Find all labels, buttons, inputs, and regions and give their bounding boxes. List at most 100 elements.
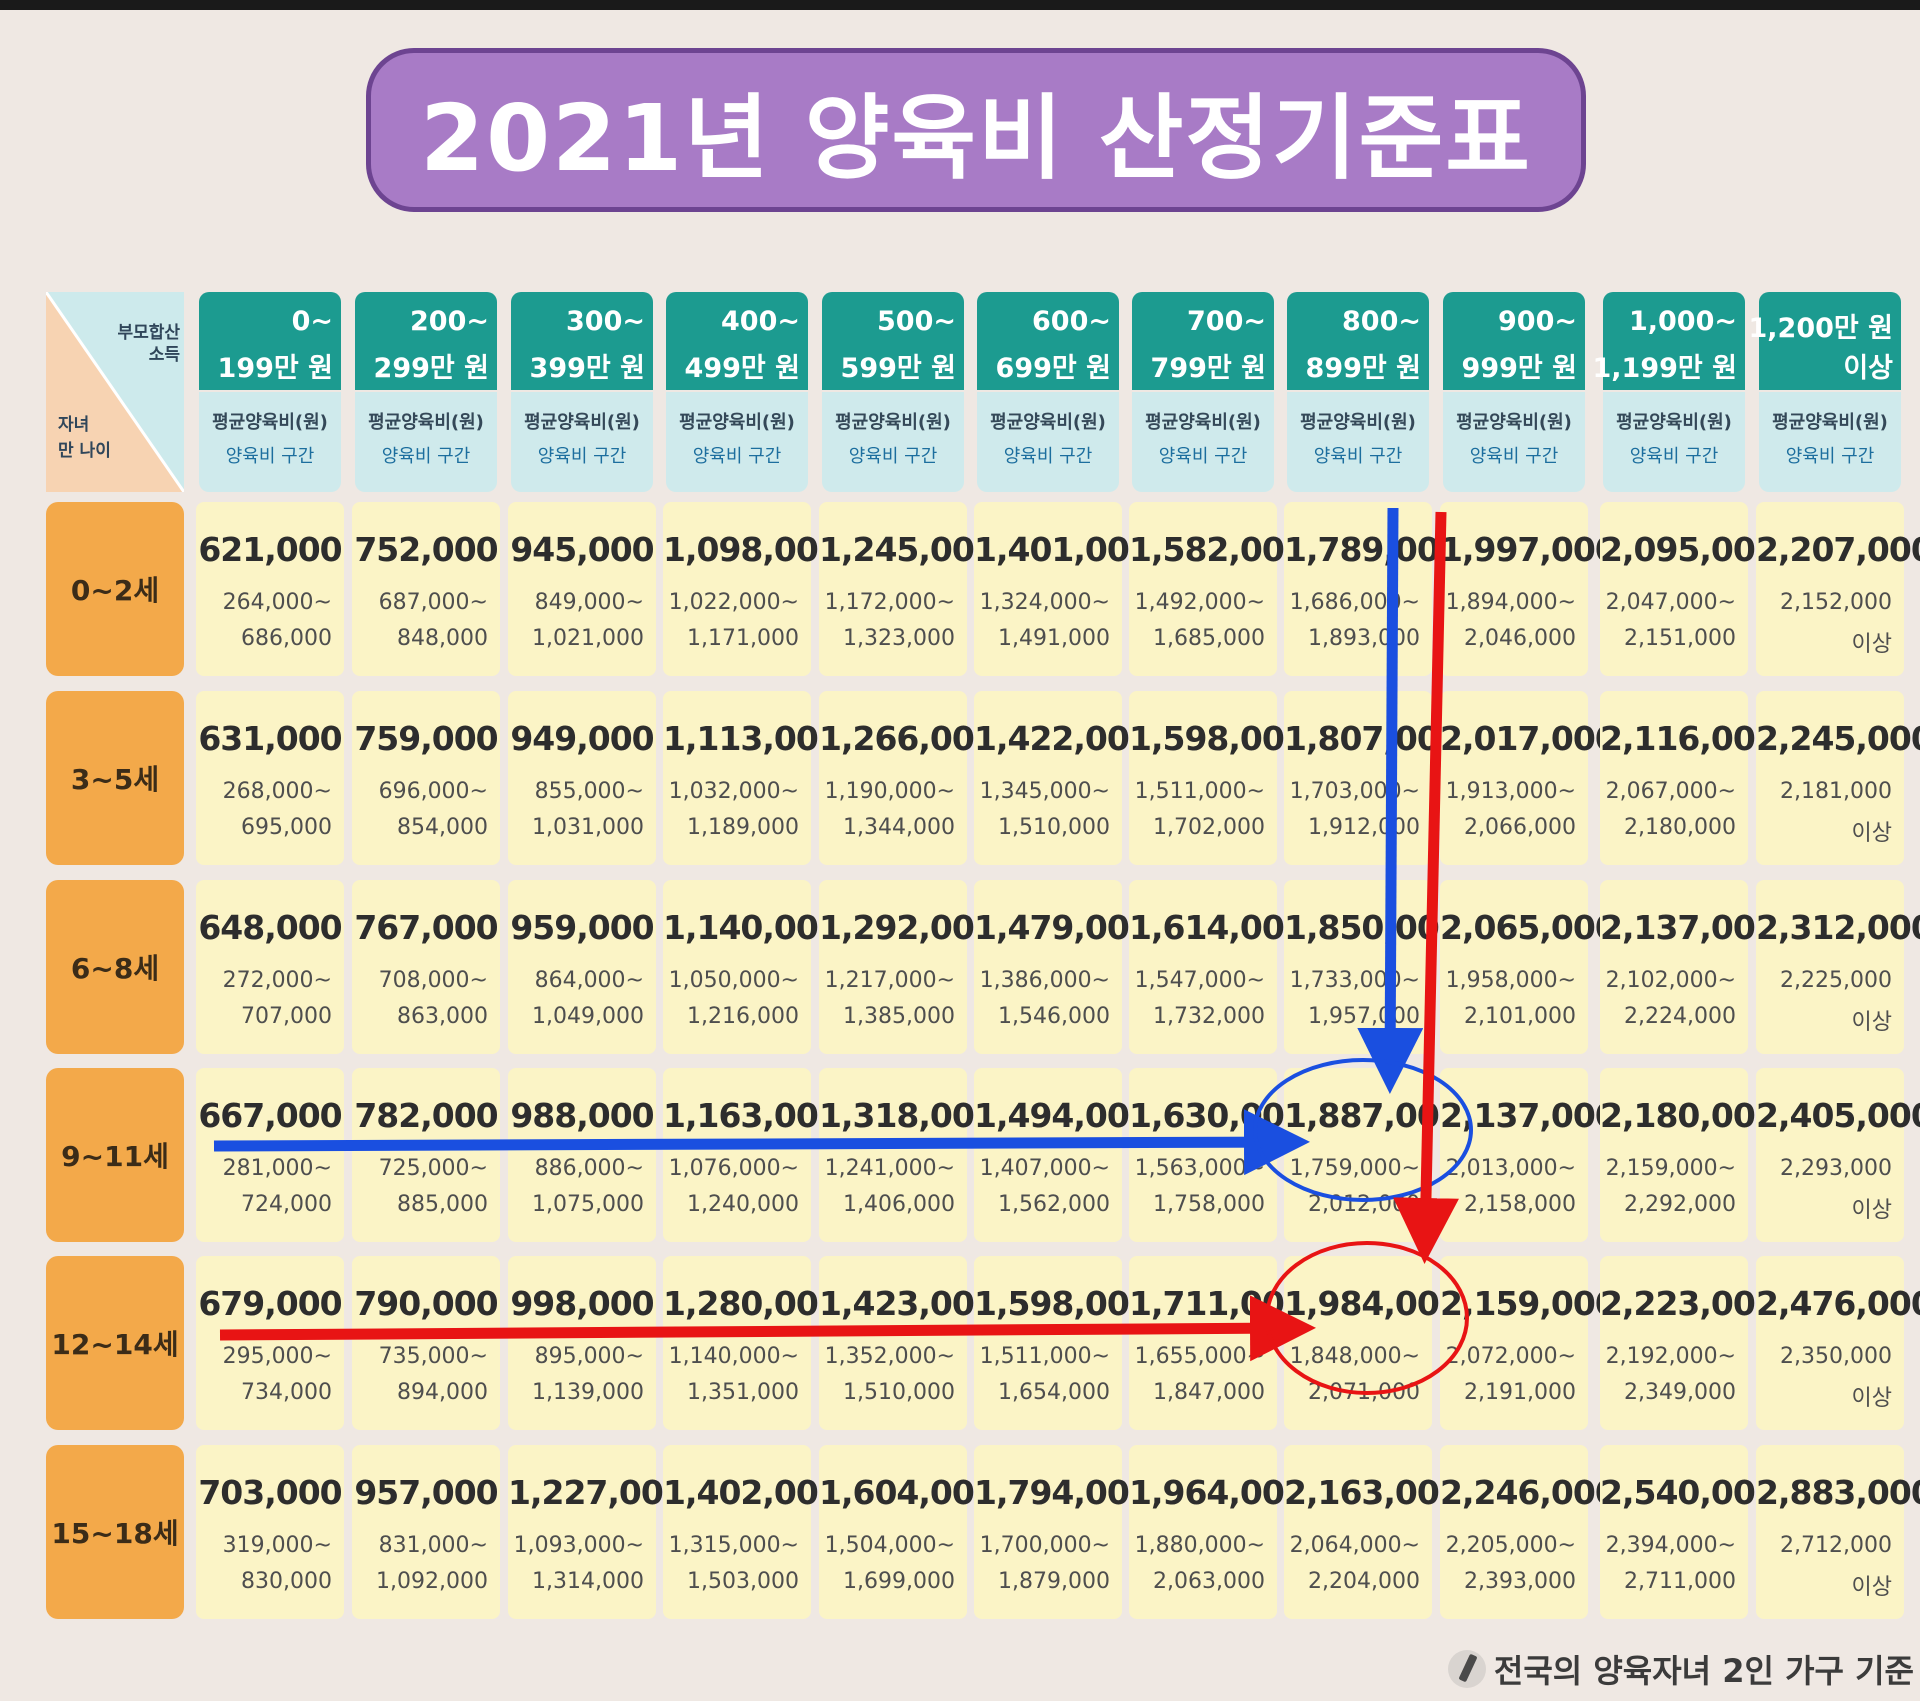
average-cost: 1,997,000 xyxy=(1440,530,1618,569)
income-range-line2: 199만 원 xyxy=(217,353,333,384)
cost-range-max: 이상 xyxy=(1851,1386,1892,1411)
income-range-line1: 200~ xyxy=(410,306,489,337)
cost-range-max: 1,139,000 xyxy=(532,1380,644,1405)
cost-range-max: 2,066,000 xyxy=(1464,815,1576,840)
table-cell: 631,000 268,000~ 695,000 xyxy=(196,691,344,865)
cost-range-min: 1,076,000~ xyxy=(668,1156,799,1181)
age-axis-label: 자녀 만 나이 xyxy=(58,412,128,464)
cost-range-max: 724,000 xyxy=(241,1192,332,1217)
cost-range-min: 1,315,000~ xyxy=(668,1533,799,1558)
cost-range-max: 1,075,000 xyxy=(532,1192,644,1217)
cost-range-label: 양육비 구간 xyxy=(1313,446,1403,467)
cost-range-max: 이상 xyxy=(1851,1010,1892,1035)
cost-range-max: 1,912,000 xyxy=(1308,815,1420,840)
cost-range-max: 2,191,000 xyxy=(1464,1380,1576,1405)
cost-range-label: 양육비 구간 xyxy=(1469,446,1559,467)
table-cell: 1,280,000 1,140,000~ 1,351,000 xyxy=(663,1256,841,1430)
table-cell: 945,000 849,000~ 1,021,000 xyxy=(508,502,656,676)
average-cost: 1,711,000 xyxy=(1129,1284,1307,1323)
cost-range-min: 1,547,000~ xyxy=(1134,968,1265,993)
average-cost-label: 평균양육비(원) xyxy=(990,412,1106,433)
average-cost: 988,000 xyxy=(510,1096,654,1135)
table-cell: 2,017,000 1,913,000~ 2,066,000 xyxy=(1440,691,1618,865)
cost-range-label: 양육비 구간 xyxy=(848,446,938,467)
cost-range-max: 2,393,000 xyxy=(1464,1569,1576,1594)
cost-range-max: 1,510,000 xyxy=(843,1380,955,1405)
cost-range-min: 295,000~ xyxy=(222,1344,332,1369)
cost-range-label: 양육비 구간 xyxy=(225,446,315,467)
cost-range-label: 양육비 구간 xyxy=(537,446,627,467)
cost-range-min: 1,050,000~ xyxy=(668,968,799,993)
corner-background xyxy=(46,292,184,492)
income-range: 300~ 399만 원 xyxy=(511,292,653,390)
table-cell: 988,000 886,000~ 1,075,000 xyxy=(508,1068,656,1242)
table-cell: 959,000 864,000~ 1,049,000 xyxy=(508,880,656,1054)
average-cost: 1,598,000 xyxy=(974,1284,1152,1323)
cost-range-max: 2,158,000 xyxy=(1464,1192,1576,1217)
cost-range-min: 849,000~ xyxy=(534,590,644,615)
table-cell: 2,159,000 2,072,000~ 2,191,000 xyxy=(1440,1256,1618,1430)
table-cell: 1,964,000 1,880,000~ 2,063,000 xyxy=(1129,1445,1307,1619)
cost-range-max: 1,847,000 xyxy=(1153,1380,1265,1405)
income-column-header: 900~ 999만 원 평균양육비(원) 양육비 구간 xyxy=(1443,292,1585,492)
age-label-line1: 자녀 xyxy=(58,415,90,435)
income-range-line2: 이상 xyxy=(1843,353,1893,384)
cost-range-max: 885,000 xyxy=(397,1192,488,1217)
page-title: 2021년 양육비 산정기준표 xyxy=(420,84,1532,192)
average-cost: 767,000 xyxy=(354,908,498,947)
cost-range-min: 2,047,000~ xyxy=(1605,590,1736,615)
income-range-line1: 400~ xyxy=(721,306,800,337)
income-range-line2: 899만 원 xyxy=(1305,353,1421,384)
column-subheader: 평균양육비(원) 양육비 구간 xyxy=(1443,392,1585,492)
cost-range-max: 1,189,000 xyxy=(687,815,799,840)
income-range-line1: 700~ xyxy=(1187,306,1266,337)
cost-range-min: 1,913,000~ xyxy=(1445,779,1576,804)
column-subheader: 평균양육비(원) 양육비 구간 xyxy=(1603,392,1745,492)
income-range-line2: 599만 원 xyxy=(840,353,956,384)
average-cost: 2,405,000 xyxy=(1756,1096,1920,1135)
cost-range-min: 1,190,000~ xyxy=(824,779,955,804)
cost-range-min: 1,093,000~ xyxy=(513,1533,644,1558)
table-cell: 1,997,000 1,894,000~ 2,046,000 xyxy=(1440,502,1618,676)
average-cost: 2,312,000 xyxy=(1756,908,1920,947)
cost-range-max: 2,711,000 xyxy=(1624,1569,1736,1594)
table-cell: 1,604,000 1,504,000~ 1,699,000 xyxy=(819,1445,997,1619)
table-cell: 2,137,000 2,102,000~ 2,224,000 xyxy=(1600,880,1778,1054)
cost-range-label: 양육비 구간 xyxy=(381,446,471,467)
table-cell: 949,000 855,000~ 1,031,000 xyxy=(508,691,656,865)
average-cost: 1,850,000 xyxy=(1284,908,1462,947)
average-cost: 1,614,000 xyxy=(1129,908,1307,947)
table-cell: 679,000 295,000~ 734,000 xyxy=(196,1256,344,1430)
average-cost-label: 평균양육비(원) xyxy=(679,412,795,433)
average-cost: 1,402,000 xyxy=(663,1473,841,1512)
average-cost: 959,000 xyxy=(510,908,654,947)
table-cell: 1,266,000 1,190,000~ 1,344,000 xyxy=(819,691,997,865)
average-cost: 1,598,000 xyxy=(1129,719,1307,758)
cost-range-min: 319,000~ xyxy=(222,1533,332,1558)
table-cell: 1,614,000 1,547,000~ 1,732,000 xyxy=(1129,880,1307,1054)
table-cell: 1,630,000 1,563,000~ 1,758,000 xyxy=(1129,1068,1307,1242)
cost-range-min: 1,700,000~ xyxy=(979,1533,1110,1558)
cost-range-min: 268,000~ xyxy=(222,779,332,804)
income-axis-label: 부모합산 소득 xyxy=(98,322,180,366)
table-cell: 767,000 708,000~ 863,000 xyxy=(352,880,500,1054)
income-column-header: 800~ 899만 원 평균양육비(원) 양육비 구간 xyxy=(1287,292,1429,492)
cost-range-max: 1,758,000 xyxy=(1153,1192,1265,1217)
cost-range-max: 2,071,000 xyxy=(1308,1380,1420,1405)
income-range-line1: 1,200만 원 xyxy=(1748,313,1893,344)
cost-range-max: 1,385,000 xyxy=(843,1004,955,1029)
income-column-header: 400~ 499만 원 평균양육비(원) 양육비 구간 xyxy=(666,292,808,492)
cost-range-min: 855,000~ xyxy=(534,779,644,804)
age-label-line2: 만 나이 xyxy=(58,441,111,461)
average-cost: 1,163,000 xyxy=(663,1096,841,1135)
average-cost: 1,984,000 xyxy=(1284,1284,1462,1323)
cost-range-min: 1,511,000~ xyxy=(979,1344,1110,1369)
income-range-line2: 299만 원 xyxy=(373,353,489,384)
cost-range-min: 1,686,000~ xyxy=(1289,590,1420,615)
income-range-line1: 600~ xyxy=(1032,306,1111,337)
average-cost: 2,095,000 xyxy=(1600,530,1778,569)
income-range-line2: 799만 원 xyxy=(1150,353,1266,384)
table-cell: 1,711,000 1,655,000~ 1,847,000 xyxy=(1129,1256,1307,1430)
cost-range-min: 2,159,000~ xyxy=(1605,1156,1736,1181)
footnote: 전국의 양육자녀 2인 가구 기준 xyxy=(1447,1646,1914,1692)
